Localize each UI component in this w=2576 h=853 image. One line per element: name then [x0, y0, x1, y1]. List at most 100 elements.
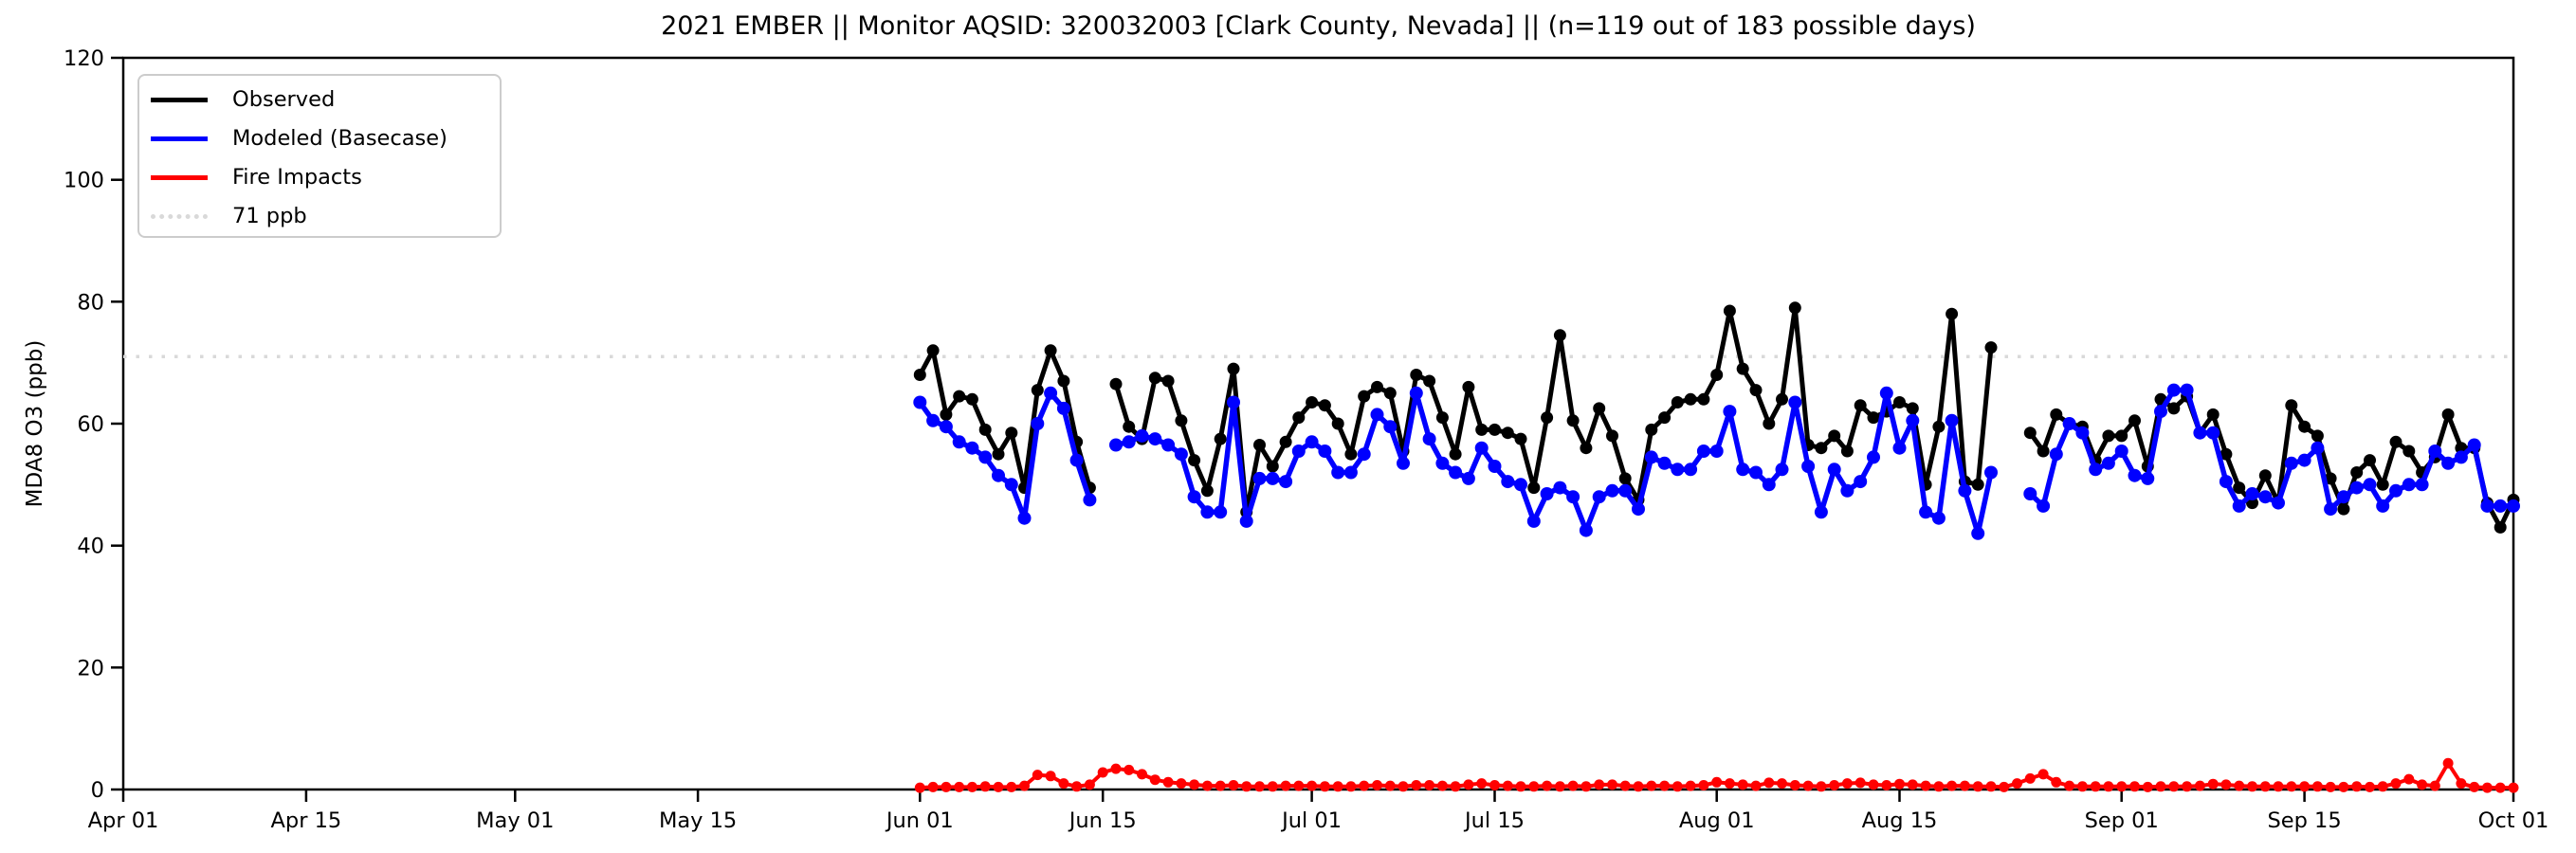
data-point [1528, 781, 1540, 792]
data-point [1384, 780, 1396, 791]
data-point [1501, 475, 1515, 489]
data-point [2233, 481, 2246, 495]
data-point [1239, 514, 1253, 528]
threshold-line-swatch [151, 213, 208, 219]
data-point [1318, 445, 1332, 458]
data-point [1032, 770, 1043, 781]
data-point [1135, 428, 1149, 443]
data-point [1019, 780, 1030, 791]
data-point [2259, 781, 2271, 792]
data-point [1907, 779, 1918, 790]
data-point [1215, 780, 1226, 791]
data-point [2325, 781, 2336, 792]
data-point [2311, 429, 2324, 443]
data-point [1409, 386, 1423, 400]
data-point [1398, 781, 1409, 792]
y-tick-label: 60 [77, 412, 104, 437]
data-point [1148, 432, 1162, 446]
data-point [1189, 779, 1200, 790]
data-point [1318, 399, 1331, 412]
data-point [2062, 417, 2076, 430]
data-point [2114, 445, 2128, 458]
data-point [2402, 478, 2416, 492]
data-point [1293, 780, 1305, 791]
x-tick-label: May 15 [659, 808, 737, 833]
data-point [1542, 780, 1553, 791]
data-point [2247, 781, 2257, 792]
data-point [1254, 781, 1265, 792]
data-point [1906, 402, 1919, 415]
data-point [1174, 447, 1188, 462]
data-point [2206, 426, 2220, 440]
data-point [1881, 780, 1892, 790]
data-point [1122, 435, 1136, 449]
data-point [2299, 781, 2311, 792]
data-point [2376, 478, 2389, 491]
data-point [1359, 780, 1370, 791]
data-point [1488, 460, 1502, 473]
data-point [2103, 781, 2114, 792]
data-point [1463, 779, 1474, 790]
data-point [1176, 778, 1187, 789]
data-point [1946, 780, 1958, 791]
data-point [1332, 781, 1343, 792]
series-fire [914, 757, 2519, 793]
data-point [1594, 779, 1605, 790]
data-point [2441, 408, 2455, 421]
data-point [1920, 780, 1931, 791]
data-point [1737, 779, 1748, 790]
y-tick-label: 100 [64, 169, 104, 193]
data-point [1566, 490, 1580, 504]
data-point [2324, 472, 2337, 485]
data-point [1827, 463, 1841, 477]
data-point [2402, 445, 2416, 458]
data-point [992, 468, 1005, 482]
data-point [1633, 781, 1644, 792]
data-point [1161, 438, 1176, 452]
data-point [1815, 442, 1828, 455]
legend-item-observed: Observed [151, 83, 335, 116]
data-point [1044, 386, 1058, 400]
data-point [1449, 465, 1463, 480]
data-point [1788, 395, 1802, 409]
data-point [926, 413, 941, 427]
data-point [1684, 392, 1697, 406]
data-point [2207, 778, 2219, 789]
data-point [1840, 445, 1854, 458]
data-point [1031, 417, 1045, 430]
legend-label: Fire Impacts [232, 165, 362, 190]
data-point [1331, 465, 1345, 480]
data-point [1345, 781, 1357, 792]
data-point [1161, 374, 1175, 388]
data-point [2168, 781, 2180, 792]
data-point [939, 420, 953, 434]
data-point [1894, 778, 1905, 789]
data-point [1017, 511, 1032, 525]
data-point [1553, 481, 1567, 495]
data-point [2377, 781, 2388, 792]
data-point [1292, 411, 1306, 425]
data-point [926, 344, 940, 357]
data-point [1514, 432, 1527, 445]
data-point [2076, 781, 2088, 792]
data-point [1372, 780, 1382, 790]
data-point [1306, 780, 1318, 791]
data-point [2220, 447, 2233, 461]
modeled-line-swatch [151, 136, 208, 141]
data-point [1291, 445, 1306, 458]
data-point [965, 392, 978, 406]
data-point [2128, 414, 2141, 427]
data-point [2284, 456, 2298, 470]
data-point [1749, 465, 1763, 480]
data-point [1958, 483, 1972, 498]
data-point [1383, 420, 1398, 434]
data-point [1502, 780, 1513, 791]
data-point [1567, 780, 1579, 791]
data-point [1435, 411, 1449, 425]
x-tick-label: Aug 01 [1679, 808, 1755, 833]
data-point [1985, 781, 1997, 792]
data-point [1605, 483, 1619, 498]
x-tick-label: May 01 [476, 808, 554, 833]
data-point [1854, 399, 1867, 412]
data-point [1241, 781, 1252, 792]
